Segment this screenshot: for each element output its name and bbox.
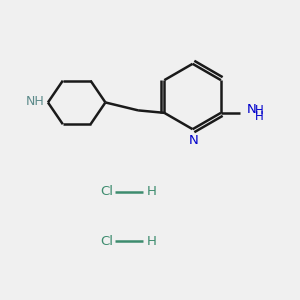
- Text: H: H: [255, 104, 263, 117]
- Text: Cl: Cl: [100, 235, 113, 248]
- Text: H: H: [147, 235, 157, 248]
- Text: H: H: [255, 110, 263, 123]
- Text: Cl: Cl: [100, 185, 113, 198]
- Text: NH: NH: [26, 95, 45, 108]
- Text: N: N: [189, 134, 199, 147]
- Text: N: N: [247, 103, 256, 116]
- Text: H: H: [147, 185, 157, 198]
